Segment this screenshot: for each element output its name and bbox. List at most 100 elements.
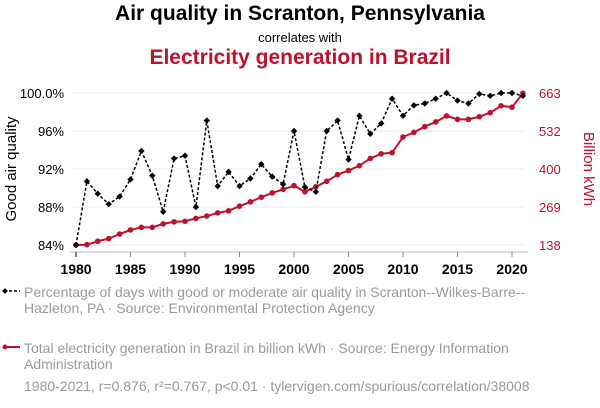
data-point-electricity — [334, 171, 341, 178]
data-point-electricity — [116, 231, 123, 237]
x-tick-label: 2010 — [387, 261, 418, 277]
data-point-electricity — [443, 113, 450, 119]
data-point-air-quality — [127, 176, 134, 183]
y-tick-label-left: 92% — [38, 162, 64, 177]
data-point-electricity — [127, 227, 134, 233]
data-point-electricity — [389, 149, 395, 156]
data-point-air-quality — [421, 100, 428, 107]
data-point-air-quality — [388, 95, 396, 102]
data-point-electricity — [225, 208, 232, 214]
data-point-electricity — [378, 151, 385, 157]
data-point-electricity — [411, 129, 417, 136]
data-point-electricity — [160, 221, 166, 227]
y-tick-label-right: 532 — [539, 124, 561, 139]
y-axis-label-left: Good air quality — [3, 116, 20, 222]
data-point-air-quality — [378, 120, 385, 127]
data-point-air-quality — [476, 90, 483, 98]
footer-stats: 1980-2021, r=0.876, r²=0.767, p<0.01 · t… — [24, 378, 530, 394]
data-point-electricity — [487, 109, 494, 116]
data-point-air-quality — [432, 95, 439, 102]
data-point-electricity — [454, 116, 461, 123]
data-point-air-quality — [519, 92, 527, 100]
data-point-air-quality — [170, 155, 178, 162]
y-axis-label-right: Billion kWh — [580, 132, 597, 206]
x-tick-label: 2015 — [442, 261, 473, 277]
data-point-electricity — [280, 186, 286, 193]
data-point-electricity — [291, 182, 297, 189]
x-tick-label: 1990 — [169, 261, 200, 277]
data-point-air-quality — [356, 112, 363, 119]
data-point-electricity — [269, 190, 276, 196]
data-point-electricity — [171, 219, 177, 225]
data-point-electricity — [236, 203, 243, 210]
y-tick-label-left: 84% — [38, 238, 64, 253]
data-point-air-quality — [279, 181, 287, 188]
data-point-air-quality — [345, 156, 352, 163]
data-point-electricity — [204, 213, 210, 219]
gridlines — [70, 92, 524, 246]
x-tick-label: 2005 — [333, 261, 364, 277]
data-point-air-quality — [138, 147, 145, 155]
data-point-electricity — [323, 178, 330, 185]
data-point-air-quality — [149, 172, 156, 179]
y-tick-label-right: 269 — [539, 200, 561, 215]
x-tick-label: 2020 — [496, 261, 527, 277]
y-tick-label-left: 96% — [38, 124, 64, 139]
data-point-air-quality — [83, 178, 91, 185]
data-point-air-quality — [181, 152, 189, 159]
chart-subtitle: Electricity generation in Brazil — [149, 46, 451, 69]
data-point-air-quality — [214, 182, 221, 190]
y-tick-label-right: 663 — [539, 86, 561, 101]
data-point-electricity — [432, 119, 439, 125]
data-point-air-quality — [236, 182, 243, 190]
data-point-air-quality — [105, 200, 112, 208]
data-point-air-quality — [269, 173, 276, 180]
data-point-electricity — [182, 218, 188, 225]
data-point-electricity — [465, 116, 472, 123]
y-tick-label-right: 138 — [539, 238, 561, 253]
x-tick-label: 1980 — [60, 261, 91, 277]
data-point-air-quality — [290, 127, 298, 135]
data-point-electricity — [509, 104, 515, 110]
data-point-electricity — [400, 134, 406, 140]
data-point-electricity — [422, 123, 428, 130]
data-point-electricity — [302, 188, 308, 195]
data-point-air-quality — [410, 102, 418, 109]
axes: 84% 88% 92% 96% 100.0% 138 269 400 532 663 1980 198… — [20, 86, 561, 277]
data-point-electricity — [138, 224, 145, 231]
data-point-electricity — [356, 162, 363, 169]
data-point-air-quality — [72, 241, 80, 249]
data-point-air-quality — [116, 193, 123, 200]
data-point-air-quality — [443, 89, 450, 97]
data-point-air-quality — [454, 97, 461, 104]
data-point-electricity — [345, 167, 352, 174]
data-point-air-quality — [465, 100, 472, 107]
x-tick-label: 2000 — [278, 261, 309, 277]
data-point-air-quality — [225, 168, 232, 176]
data-point-electricity — [476, 113, 483, 120]
data-point-air-quality — [323, 127, 330, 135]
data-point-electricity — [193, 215, 199, 222]
y-tick-label-left: 88% — [38, 200, 64, 215]
data-point-electricity — [105, 235, 112, 242]
data-point-air-quality — [487, 92, 494, 100]
data-point-electricity — [149, 224, 156, 231]
data-point-electricity — [84, 241, 90, 248]
data-point-air-quality — [497, 89, 505, 97]
x-tick-label: 1995 — [224, 261, 255, 277]
data-point-electricity — [258, 194, 265, 201]
data-point-electricity — [95, 238, 101, 245]
chart-title: Air quality in Scranton, Pennsylvania — [115, 2, 485, 25]
series-air-quality — [72, 89, 527, 249]
data-point-air-quality — [508, 89, 516, 97]
y-tick-label-left: 100.0% — [20, 86, 65, 101]
data-point-air-quality — [312, 188, 319, 195]
legend-item-air-quality: Percentage of days with good or moderate… — [24, 284, 526, 316]
data-point-air-quality — [160, 208, 167, 215]
legend-item-electricity: Total electricity generation in Brazil i… — [24, 340, 509, 372]
legend-marker-electricity — [2, 344, 20, 350]
legend-marker-air-quality — [2, 288, 20, 294]
data-point-air-quality — [367, 130, 374, 138]
data-point-electricity — [214, 210, 221, 216]
